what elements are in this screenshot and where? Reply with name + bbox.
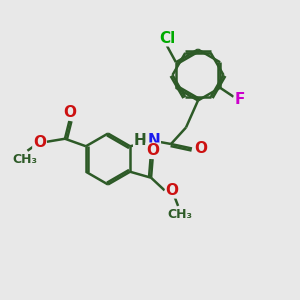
Text: O: O bbox=[146, 143, 159, 158]
Text: CH₃: CH₃ bbox=[167, 208, 192, 221]
Text: O: O bbox=[63, 105, 76, 120]
Text: F: F bbox=[234, 92, 245, 107]
Text: O: O bbox=[166, 183, 178, 198]
Text: H: H bbox=[134, 133, 146, 148]
Text: O: O bbox=[194, 141, 207, 156]
Text: O: O bbox=[33, 135, 46, 150]
Text: N: N bbox=[148, 133, 160, 148]
Text: CH₃: CH₃ bbox=[12, 153, 37, 166]
Text: Cl: Cl bbox=[159, 31, 175, 46]
